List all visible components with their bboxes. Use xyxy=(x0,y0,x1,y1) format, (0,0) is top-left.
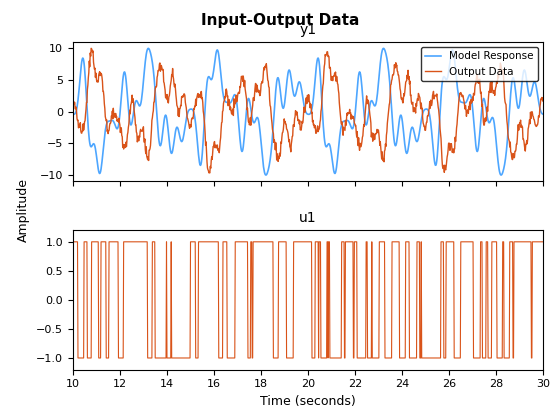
Model Response xyxy=(260,160,267,165)
Text: Input-Output Data: Input-Output Data xyxy=(201,13,359,28)
Model Response xyxy=(380,46,387,51)
Model Response xyxy=(446,67,452,72)
Output Data xyxy=(445,239,452,244)
Model Response xyxy=(118,101,124,106)
Output Data xyxy=(446,140,452,145)
Title: u1: u1 xyxy=(299,211,317,225)
Output Data xyxy=(393,239,400,244)
Line: Output Data: Output Data xyxy=(73,242,543,358)
Output Data xyxy=(540,239,547,244)
Output Data xyxy=(437,355,444,360)
Output Data xyxy=(88,46,95,51)
Output Data xyxy=(278,139,284,144)
Text: Amplitude: Amplitude xyxy=(17,178,30,242)
Model Response xyxy=(437,100,444,105)
Output Data xyxy=(69,239,76,244)
Output Data xyxy=(118,355,125,360)
Output Data xyxy=(393,63,400,68)
Output Data xyxy=(437,132,444,137)
Model Response xyxy=(69,112,76,117)
Output Data xyxy=(69,94,76,99)
Legend: Model Response, Output Data: Model Response, Output Data xyxy=(421,47,538,81)
Output Data xyxy=(207,171,213,176)
Output Data xyxy=(540,95,547,100)
Output Data xyxy=(260,239,267,244)
Title: y1: y1 xyxy=(300,23,316,37)
Model Response xyxy=(277,90,284,95)
Output Data xyxy=(260,65,267,70)
Output Data xyxy=(118,125,125,130)
Line: Model Response: Model Response xyxy=(73,48,543,175)
X-axis label: Time (seconds): Time (seconds) xyxy=(260,395,356,408)
Line: Output Data: Output Data xyxy=(73,48,543,173)
Output Data xyxy=(277,239,284,244)
Model Response xyxy=(393,139,400,144)
Model Response xyxy=(540,112,547,117)
Model Response xyxy=(263,173,269,178)
Output Data xyxy=(74,355,81,360)
